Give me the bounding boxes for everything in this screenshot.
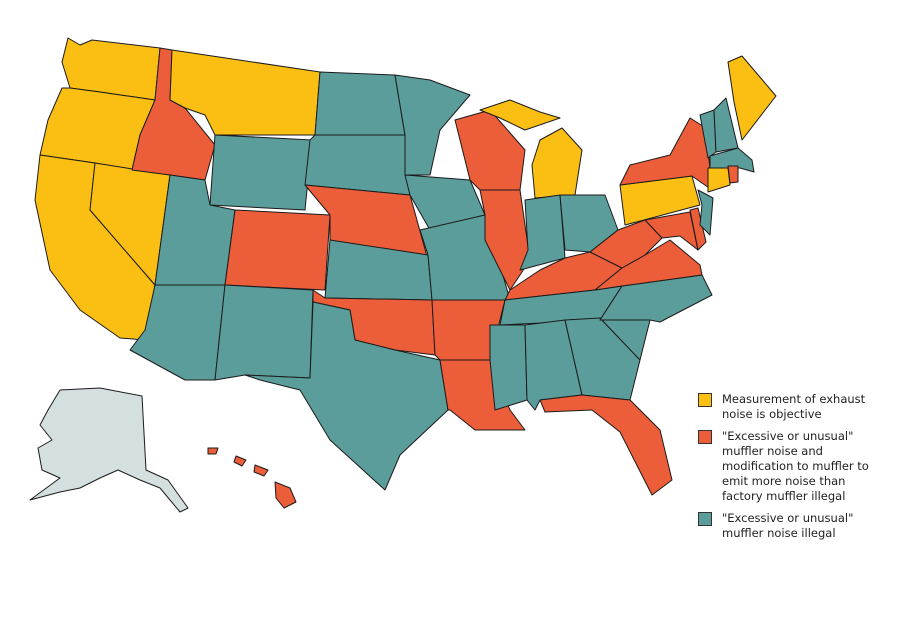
legend-label: "Excessive or unusual" muffler noise and… (722, 429, 869, 503)
legend-label: "Excessive or unusual" muffler noise ill… (722, 511, 854, 540)
state (253, 464, 269, 477)
state (539, 394, 673, 496)
state (274, 481, 297, 509)
state (644, 211, 699, 251)
state (207, 447, 219, 455)
state (519, 194, 566, 271)
state (314, 71, 406, 136)
state (479, 99, 561, 131)
state (727, 165, 739, 184)
state (619, 117, 713, 191)
state (689, 207, 707, 251)
state (244, 301, 449, 491)
state (707, 167, 731, 193)
legend-item: "Excessive or unusual" muffler noise ill… (698, 511, 898, 541)
states (34, 37, 777, 509)
legend-swatch (698, 512, 712, 526)
state (531, 127, 583, 199)
legend-label: Measurement of exhaust noise is objectiv… (722, 392, 866, 421)
state (489, 324, 528, 411)
alaska (29, 387, 189, 513)
state (394, 74, 471, 176)
state (209, 134, 313, 211)
state (214, 284, 314, 381)
state (224, 209, 331, 291)
state (564, 317, 641, 401)
legend-item: "Excessive or unusual" muffler noise and… (698, 429, 898, 504)
state (233, 455, 247, 467)
legend: Measurement of exhaust noise is objectiv… (698, 392, 898, 548)
state (727, 55, 777, 141)
legend-swatch (698, 393, 712, 407)
state (697, 189, 714, 236)
legend-swatch (698, 430, 712, 444)
legend-item: Measurement of exhaust noise is objectiv… (698, 392, 898, 422)
